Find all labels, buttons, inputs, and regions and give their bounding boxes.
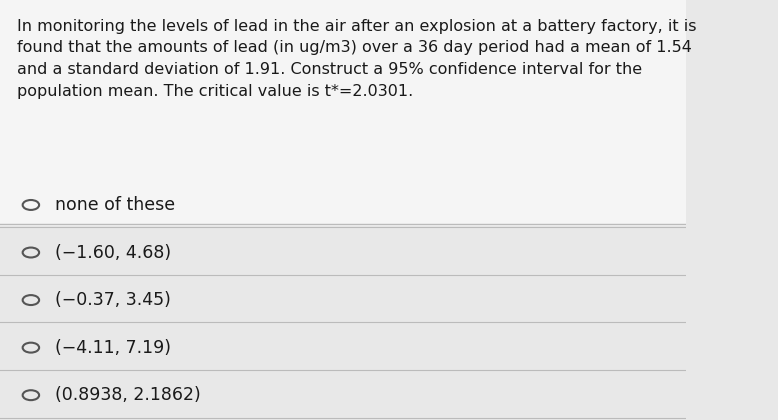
Text: (−4.11, 7.19): (−4.11, 7.19) — [55, 339, 171, 357]
Text: In monitoring the levels of lead in the air after an explosion at a battery fact: In monitoring the levels of lead in the … — [17, 19, 696, 99]
Text: (−1.60, 4.68): (−1.60, 4.68) — [55, 244, 171, 262]
FancyBboxPatch shape — [0, 226, 686, 420]
Text: (−0.37, 3.45): (−0.37, 3.45) — [55, 291, 171, 309]
Text: none of these: none of these — [55, 196, 175, 214]
Text: (0.8938, 2.1862): (0.8938, 2.1862) — [55, 386, 201, 404]
FancyBboxPatch shape — [0, 0, 686, 226]
